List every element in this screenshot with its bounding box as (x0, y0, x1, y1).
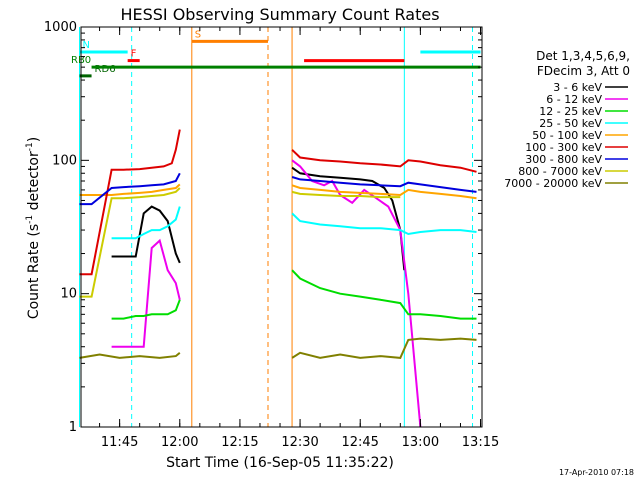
series-line-3-0 (111, 206, 181, 240)
legend-label-4: 50 - 100 keV (532, 129, 602, 142)
x-tick-label-2: 12:15 (221, 435, 258, 450)
y-axis-label: Count Rate (s-1 detector-1) (25, 137, 42, 319)
x-axis: 11:45 12:00 12:15 12:30 12:45 13:00 13:15 (99, 27, 499, 450)
series-line-7-0 (79, 187, 181, 298)
series-line-6-1 (291, 176, 477, 193)
y-tick-label-1: 10 (60, 287, 77, 302)
legend-label-5: 100 - 300 keV (525, 141, 602, 154)
x-tick-label-5: 13:00 (402, 435, 439, 450)
series-line-4-0 (79, 183, 181, 196)
series-line-8-0 (79, 352, 181, 359)
flag-label-n: N (83, 40, 90, 51)
series-line-1-0 (111, 238, 181, 348)
y-axis: 1 10 100 1000 (44, 20, 482, 435)
legend-header-line-2: FDecim 3, Att 0 (537, 64, 630, 78)
legend-label-8: 7000 - 20000 keV (504, 177, 602, 190)
series-line-3-1 (291, 212, 477, 236)
chart-title: HESSI Observing Summary Count Rates (120, 5, 439, 24)
series-line-0-1 (291, 166, 406, 271)
x-axis-label: Start Time (16-Sep-05 11:35:22) (166, 455, 394, 471)
legend-header-line-1: Det 1,3,4,5,6,9, (536, 49, 630, 63)
x-tick-label-1: 12:00 (161, 435, 198, 450)
legend: Det 1,3,4,5,6,9, FDecim 3, Att 0 3 - 6 k… (504, 49, 630, 190)
y-tick-label-3: 1000 (44, 20, 77, 35)
y-tick-label-2: 100 (52, 153, 77, 168)
series-line-2-1 (291, 269, 477, 320)
footer-timestamp: 17-Apr-2010 07:18 (559, 468, 634, 477)
flag-label-f: F (131, 49, 137, 60)
series-line-8-1 (291, 337, 477, 359)
series-line-1-1 (291, 159, 422, 428)
flag-label-rd6: RD6 (95, 64, 116, 75)
y-tick-label-0: 1 (69, 420, 77, 435)
x-tick-label-4: 12:45 (341, 435, 378, 450)
series-line-7-1 (291, 190, 401, 199)
x-tick-label-0: 11:45 (101, 435, 138, 450)
legend-label-7: 800 - 7000 keV (518, 165, 602, 178)
x-tick-label-3: 12:30 (281, 435, 318, 450)
x-tick-label-6: 13:15 (462, 435, 499, 450)
series-line-6-0 (79, 172, 181, 206)
legend-label-6: 300 - 800 keV (525, 153, 602, 166)
series-line-5-0 (79, 129, 181, 276)
plot-frame (80, 26, 483, 428)
flag-label-s: S (195, 29, 201, 40)
legend-label-1: 6 - 12 keV (546, 93, 602, 106)
series-line-0-0 (111, 205, 181, 264)
series-line-4-1 (291, 184, 477, 200)
legend-label-0: 3 - 6 keV (553, 81, 602, 94)
legend-label-2: 12 - 25 keV (539, 105, 602, 118)
legend-label-3: 25 - 50 keV (539, 117, 602, 130)
series-line-5-1 (291, 149, 477, 173)
series-line-2-0 (111, 299, 181, 320)
